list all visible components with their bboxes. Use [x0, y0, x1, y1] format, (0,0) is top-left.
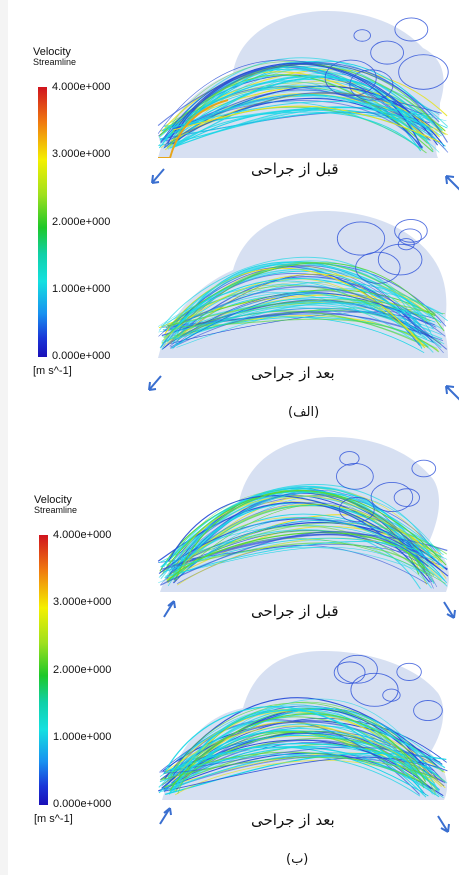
streamline-render-a-before	[157, 10, 449, 158]
outflow-arrow-icon	[437, 815, 450, 833]
tick-label: 3.000e+000	[53, 596, 112, 608]
tick-label: 1.000e+000	[52, 283, 111, 295]
tick-label: 1.000e+000	[53, 731, 112, 743]
legend-panel-b: Velocity Streamline 4.000e+000 3.000e+00…	[34, 494, 111, 826]
streamline-render-b-before	[157, 436, 449, 592]
legend-subtitle: Streamline	[34, 505, 78, 515]
caption-after-surgery: بعد از جراحی	[251, 811, 335, 829]
panel-label-a: (الف)	[288, 405, 320, 420]
color-bar	[39, 535, 48, 805]
legend-title: Velocity	[33, 46, 71, 58]
color-bar	[38, 87, 47, 357]
tick-label: 0.000e+000	[52, 350, 111, 362]
inflow-arrow-icon	[159, 807, 172, 825]
caption-before-surgery: قبل از جراحی	[251, 602, 339, 620]
tick-label: 4.000e+000	[52, 81, 111, 93]
caption-before-surgery: قبل از جراحی	[251, 160, 339, 178]
tick-label: 2.000e+000	[52, 216, 111, 228]
outflow-arrow-icon	[443, 601, 456, 619]
legend-panel-a: Velocity Streamline 4.000e+000 3.000e+00…	[33, 46, 110, 378]
tick-label: 3.000e+000	[52, 148, 111, 160]
inflow-arrow-icon	[163, 600, 176, 618]
inflow-arrow-icon	[151, 168, 165, 184]
unit-label: [m s^-1]	[34, 813, 73, 825]
tick-label: 2.000e+000	[53, 664, 112, 676]
outflow-arrow-icon	[445, 385, 459, 401]
outflow-arrow-icon	[445, 175, 459, 191]
legend-title: Velocity	[34, 494, 72, 506]
inflow-arrow-icon	[148, 375, 162, 391]
legend-subtitle: Streamline	[33, 57, 77, 67]
caption-after-surgery: بعد از جراحی	[251, 364, 335, 382]
unit-label: [m s^-1]	[33, 365, 72, 377]
figure-canvas: Velocity Streamline 4.000e+000 3.000e+00…	[8, 0, 459, 875]
streamline-render-b-after	[158, 651, 448, 800]
tick-label: 0.000e+000	[53, 798, 112, 810]
panel-label-b: (ب)	[286, 852, 309, 867]
streamline-render-a-after	[157, 210, 448, 358]
tick-label: 4.000e+000	[53, 529, 112, 541]
